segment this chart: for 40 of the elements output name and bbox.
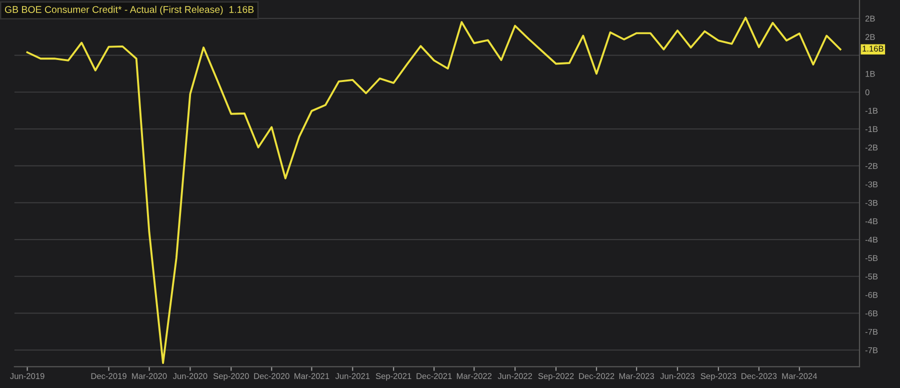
y-tick-label: -2B (865, 144, 878, 150)
x-tick-label: Jun-2022 (498, 373, 532, 380)
y-tick-label: -6B (865, 292, 878, 298)
x-tick-label: Dec-2022 (579, 373, 614, 380)
x-tick-label: Sep-2022 (538, 373, 574, 381)
text: GB BOE Consumer Credit* - Actual (First Release) 1.16B (4, 6, 254, 15)
x-tick-label: Jun-2020 (172, 373, 208, 380)
x-tick-label: Dec-2019 (91, 373, 126, 380)
x-tick-label: Jun-2021 (335, 373, 370, 380)
x-tick-label: Mar-2024 (782, 373, 818, 380)
y-tick-label: 1B (866, 70, 875, 77)
x-tick-label: Sep-2020 (213, 373, 249, 381)
y-tick-label: -3B (865, 200, 878, 206)
y-tick-label: -3B (865, 181, 878, 188)
y-tick-label: -7B (865, 347, 878, 354)
x-tick-label: Jun-2023 (660, 373, 694, 380)
y-tick-label: 2B (865, 16, 875, 22)
y-tick-label: 2B (865, 34, 875, 40)
y-tick-label: 0 (865, 89, 870, 96)
line-series (26, 16, 842, 364)
x-tick-label: Sep-2023 (700, 373, 736, 381)
y-tick-label: -5B (865, 274, 878, 280)
x-tick-label: Dec-2020 (254, 373, 290, 380)
y-tick-label: -6B (865, 310, 878, 316)
y-tick-label: -7B (865, 328, 878, 335)
y-tick-label: -4B (865, 218, 878, 224)
y-tick-label: -1B (865, 126, 878, 132)
x-tick-label: Mar-2022 (456, 373, 492, 380)
y-tick-label: -4B (865, 236, 878, 243)
y-tick-label: -5B (865, 255, 878, 262)
x-tick-label: Mar-2023 (619, 373, 654, 380)
x-tick-label: Jun-2019 (10, 373, 44, 380)
x-tick-label: Dec-2021 (416, 373, 452, 380)
annotation: 1.16B (862, 46, 884, 52)
x-tick-label: Sep-2021 (376, 373, 412, 381)
x-tick-label: Mar-2021 (294, 373, 330, 380)
y-tick-label: -2B (865, 163, 878, 169)
y-tick-label: -1B (865, 108, 878, 114)
x-tick-label: Dec-2023 (742, 373, 777, 380)
x-tick-label: Mar-2020 (132, 373, 167, 380)
